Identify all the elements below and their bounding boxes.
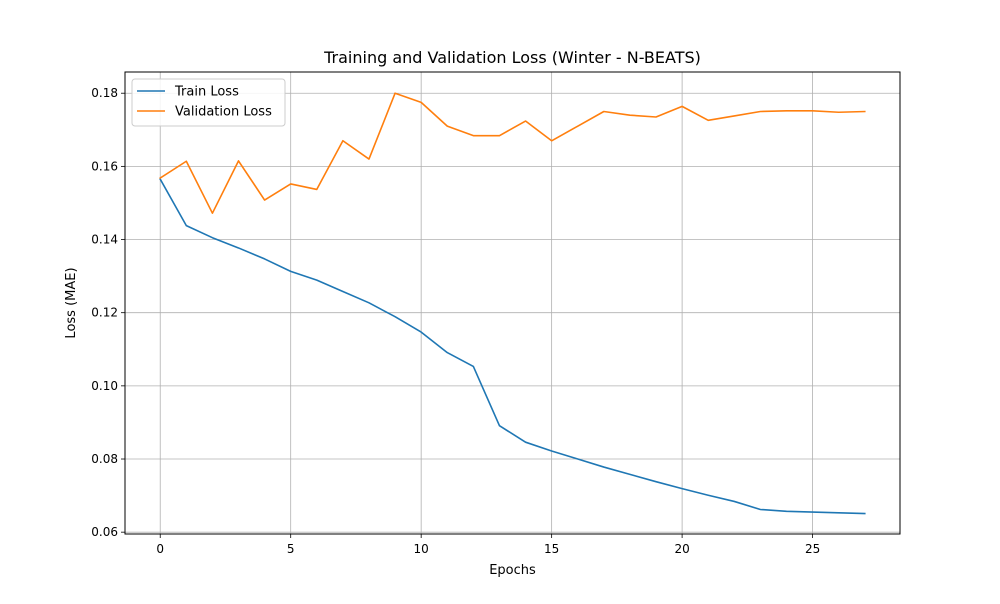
legend-box	[131, 78, 286, 127]
series-line-train-loss	[159, 178, 866, 515]
y-tick-label: 0.10	[91, 379, 118, 393]
y-tick-label: 0.08	[91, 452, 118, 466]
x-tick-label: 15	[544, 542, 559, 556]
x-tick-label: 25	[805, 542, 820, 556]
axis-ticks: 0 5 10 15 20 25 0.06 0.08 0.10 0.12 0.14 0.16 0.18	[91, 86, 820, 556]
grid	[125, 72, 900, 534]
y-tick-label: 0.18	[91, 86, 118, 100]
y-tick-label: 0.16	[91, 159, 118, 173]
legend-label: Train Loss	[174, 85, 239, 100]
legend-label: Validation Loss	[175, 105, 272, 120]
plot-frame	[124, 71, 901, 535]
series-lines	[159, 92, 866, 515]
x-tick-label: 10	[414, 542, 429, 556]
series-line-validation-loss	[159, 92, 866, 214]
x-axis-label: Epochs	[489, 563, 536, 578]
legend: Train Loss Validation Loss	[131, 78, 286, 127]
x-tick-label: 5	[287, 542, 295, 556]
y-tick-label: 0.06	[91, 525, 118, 539]
y-tick-label: 0.14	[91, 233, 118, 247]
y-tick-label: 0.12	[91, 306, 118, 320]
chart-title: Training and Validation Loss (Winter - N…	[323, 48, 701, 67]
x-tick-label: 20	[674, 542, 689, 556]
y-axis-label: Loss (MAE)	[64, 267, 79, 338]
x-tick-label: 0	[156, 542, 164, 556]
